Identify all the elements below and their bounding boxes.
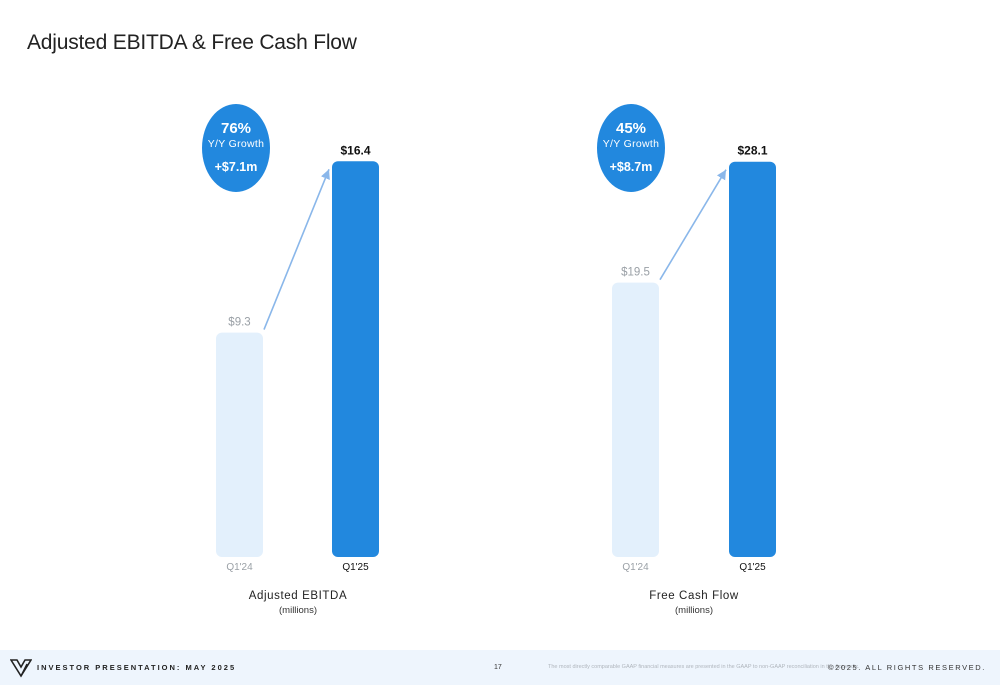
chart-1-bar-1 <box>216 332 263 557</box>
chart-1-bar-2 <box>332 161 379 558</box>
copyright-text: ©2025. ALL RIGHTS RESERVED. <box>828 663 986 672</box>
bar-charts: $9.3 Q1'24 $16.4 Q1'25 $19.5 Q1'24 $28.1 Q1'25 <box>216 143 776 573</box>
chart-2-xlabel: Free Cash Flow <box>649 590 739 602</box>
chart-2-bar-1 <box>612 282 659 557</box>
chart-1-growth-label: Y/Y Growth <box>207 138 265 150</box>
chart-1-growth-pct: 76% <box>220 120 252 137</box>
chart-1-growth-arrow <box>263 169 330 330</box>
brand-logo-icon <box>9 658 33 683</box>
chart-2-bar-2 <box>729 161 776 557</box>
chart-1-growth-badge: 76% Y/Y Growth +$7.1m <box>202 104 270 192</box>
footer-note: The most directly comparable GAAP financ… <box>548 664 860 670</box>
chart-2-growth-label: Y/Y Growth <box>602 138 660 150</box>
chart-2-growth-pct: 45% <box>615 120 647 137</box>
chart-2-growth-delta: +$8.7m <box>609 160 653 174</box>
chart-1-xlabel: Adjusted EBITDA <box>248 590 348 602</box>
chart-2-category-label-1: Q1'24 <box>622 562 649 573</box>
chart-1-value-label-2: $16.4 <box>340 143 370 157</box>
chart-1-growth-delta: +$7.1m <box>214 160 258 174</box>
chart-1-unit-label: (millions) <box>279 605 317 616</box>
chart-2-value-label-2: $28.1 <box>737 144 767 158</box>
chart-2-value-label-1: $19.5 <box>621 267 650 279</box>
page-number: 17 <box>494 664 502 671</box>
chart-1-category-label-1: Q1'24 <box>226 562 253 573</box>
chart-2-growth-arrow <box>659 169 727 281</box>
footer-bar: INVESTOR PRESENTATION: MAY 2025 17 The m… <box>0 650 1000 685</box>
chart-2-unit-label: (millions) <box>675 605 713 616</box>
chart-1-value-label-1: $9.3 <box>228 317 250 329</box>
page-title: Adjusted EBITDA & Free Cash Flow <box>27 31 357 54</box>
chart-2-category-label-2: Q1'25 <box>739 562 766 573</box>
chart-2-growth-badge: 45% Y/Y Growth +$8.7m <box>597 104 665 192</box>
chart-1-category-label-2: Q1'25 <box>342 562 369 573</box>
footer-presentation-label: INVESTOR PRESENTATION: MAY 2025 <box>37 663 237 672</box>
